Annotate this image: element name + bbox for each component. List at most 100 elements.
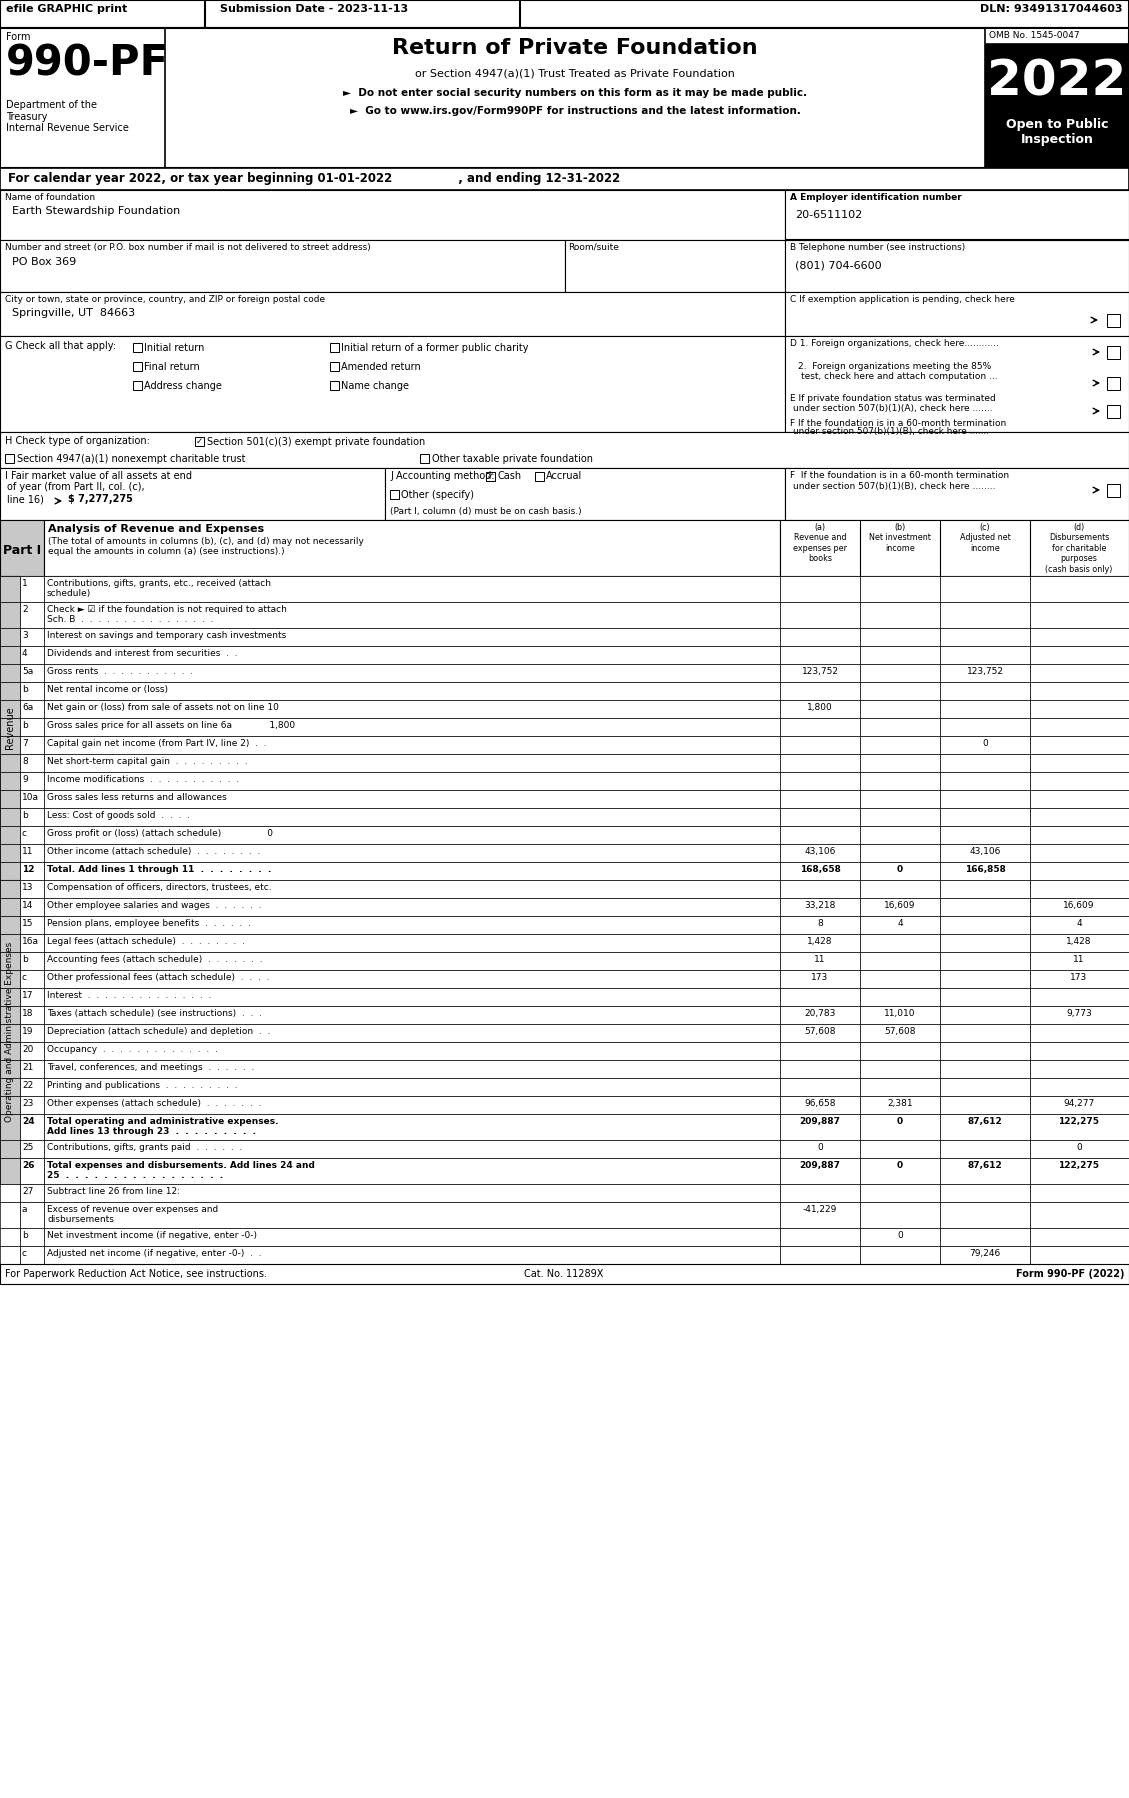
Text: Form: Form xyxy=(6,32,30,41)
Text: b: b xyxy=(21,721,28,730)
Bar xyxy=(0,933,20,951)
Bar xyxy=(20,645,44,663)
Text: Occupancy  .  .  .  .  .  .  .  .  .  .  .  .  .  .: Occupancy . . . . . . . . . . . . . . xyxy=(47,1045,218,1054)
Text: Travel, conferences, and meetings  .  .  .  .  .  .: Travel, conferences, and meetings . . . … xyxy=(47,1063,254,1072)
Bar xyxy=(780,897,860,915)
Bar xyxy=(20,987,44,1007)
Text: 2.  Foreign organizations meeting the 85%: 2. Foreign organizations meeting the 85% xyxy=(798,361,991,370)
Text: Other professional fees (attach schedule)  .  .  .  .: Other professional fees (attach schedule… xyxy=(47,973,270,982)
Text: ✓: ✓ xyxy=(195,437,203,446)
Text: 13: 13 xyxy=(21,883,34,892)
Bar xyxy=(0,771,20,789)
Bar xyxy=(940,897,1030,915)
Bar xyxy=(940,1025,1030,1043)
Bar xyxy=(1030,807,1129,825)
Text: Address change: Address change xyxy=(145,381,222,390)
Text: 8: 8 xyxy=(21,757,28,766)
Text: 20,783: 20,783 xyxy=(804,1009,835,1018)
Bar xyxy=(0,467,385,520)
Bar xyxy=(860,1043,940,1061)
Bar xyxy=(0,167,1129,191)
Bar xyxy=(940,681,1030,699)
Text: c: c xyxy=(21,973,27,982)
Bar xyxy=(940,628,1030,645)
Text: City or town, state or province, country, and ZIP or foreign postal code: City or town, state or province, country… xyxy=(5,295,325,304)
Text: -41,229: -41,229 xyxy=(803,1205,838,1214)
Bar xyxy=(20,1061,44,1079)
Bar xyxy=(940,1115,1030,1140)
Bar xyxy=(564,239,785,291)
Bar xyxy=(860,807,940,825)
Bar xyxy=(20,602,44,628)
Bar xyxy=(1108,345,1120,360)
Bar xyxy=(780,1246,860,1264)
Bar xyxy=(780,602,860,628)
Bar xyxy=(0,825,20,843)
Bar xyxy=(1030,1043,1129,1061)
Text: B Telephone number (see instructions): B Telephone number (see instructions) xyxy=(790,243,965,252)
Bar xyxy=(0,1043,20,1061)
Text: 1: 1 xyxy=(21,579,28,588)
Bar xyxy=(1030,1158,1129,1185)
Text: 8: 8 xyxy=(817,919,823,928)
Text: F  If the foundation is in a 60-month termination: F If the foundation is in a 60-month ter… xyxy=(790,471,1009,480)
Text: Form 990-PF (2022): Form 990-PF (2022) xyxy=(1015,1269,1124,1278)
Bar xyxy=(1030,1140,1129,1158)
Bar xyxy=(20,807,44,825)
Bar xyxy=(0,191,785,239)
Text: 17: 17 xyxy=(21,991,34,1000)
Bar xyxy=(20,1203,44,1228)
Text: Part I: Part I xyxy=(3,545,41,557)
Bar xyxy=(0,969,20,987)
Bar xyxy=(860,1246,940,1264)
Text: Subtract line 26 from line 12:: Subtract line 26 from line 12: xyxy=(47,1187,180,1196)
Text: J Accounting method:: J Accounting method: xyxy=(390,471,495,482)
Bar xyxy=(940,771,1030,789)
Bar xyxy=(0,987,20,1007)
Bar xyxy=(860,825,940,843)
Bar xyxy=(1030,861,1129,879)
Text: Accrual: Accrual xyxy=(546,471,583,482)
Bar xyxy=(940,602,1030,628)
Bar xyxy=(1030,1115,1129,1140)
Text: Revenue: Revenue xyxy=(5,707,15,750)
Bar xyxy=(940,987,1030,1007)
Text: 23: 23 xyxy=(21,1099,34,1108)
Bar xyxy=(44,520,780,575)
Text: Gross sales price for all assets on line 6a             1,800: Gross sales price for all assets on line… xyxy=(47,721,295,730)
Bar xyxy=(0,807,20,825)
Bar xyxy=(780,969,860,987)
Bar xyxy=(940,1185,1030,1203)
Text: 9: 9 xyxy=(21,775,28,784)
Bar xyxy=(330,343,339,352)
Bar xyxy=(1030,771,1129,789)
Text: I Fair market value of all assets at end: I Fair market value of all assets at end xyxy=(5,471,192,482)
Text: 0: 0 xyxy=(982,739,988,748)
Text: For Paperwork Reduction Act Notice, see instructions.: For Paperwork Reduction Act Notice, see … xyxy=(5,1269,266,1278)
Bar xyxy=(0,1185,20,1203)
Bar xyxy=(860,645,940,663)
Bar xyxy=(0,239,564,291)
Text: C If exemption application is pending, check here: C If exemption application is pending, c… xyxy=(790,295,1015,304)
Bar xyxy=(1030,915,1129,933)
Text: 1,800: 1,800 xyxy=(807,703,833,712)
Text: 173: 173 xyxy=(1070,973,1087,982)
Bar xyxy=(1030,602,1129,628)
Text: $ 7,277,275: $ 7,277,275 xyxy=(68,494,133,503)
Bar xyxy=(940,1007,1030,1025)
Text: 16a: 16a xyxy=(21,937,40,946)
Text: H Check type of organization:: H Check type of organization: xyxy=(5,435,150,446)
Text: Springville, UT  84663: Springville, UT 84663 xyxy=(12,307,135,318)
Bar xyxy=(940,807,1030,825)
Bar xyxy=(780,520,1129,575)
Text: Gross sales less returns and allowances: Gross sales less returns and allowances xyxy=(47,793,227,802)
Bar xyxy=(785,336,1129,432)
Bar xyxy=(20,789,44,807)
Text: A Employer identification number: A Employer identification number xyxy=(790,192,962,201)
Bar xyxy=(785,291,1129,336)
Bar xyxy=(133,343,142,352)
Text: 16,609: 16,609 xyxy=(884,901,916,910)
Text: Printing and publications  .  .  .  .  .  .  .  .  .: Printing and publications . . . . . . . … xyxy=(47,1081,237,1090)
Bar xyxy=(0,0,1129,29)
Bar xyxy=(0,951,20,969)
